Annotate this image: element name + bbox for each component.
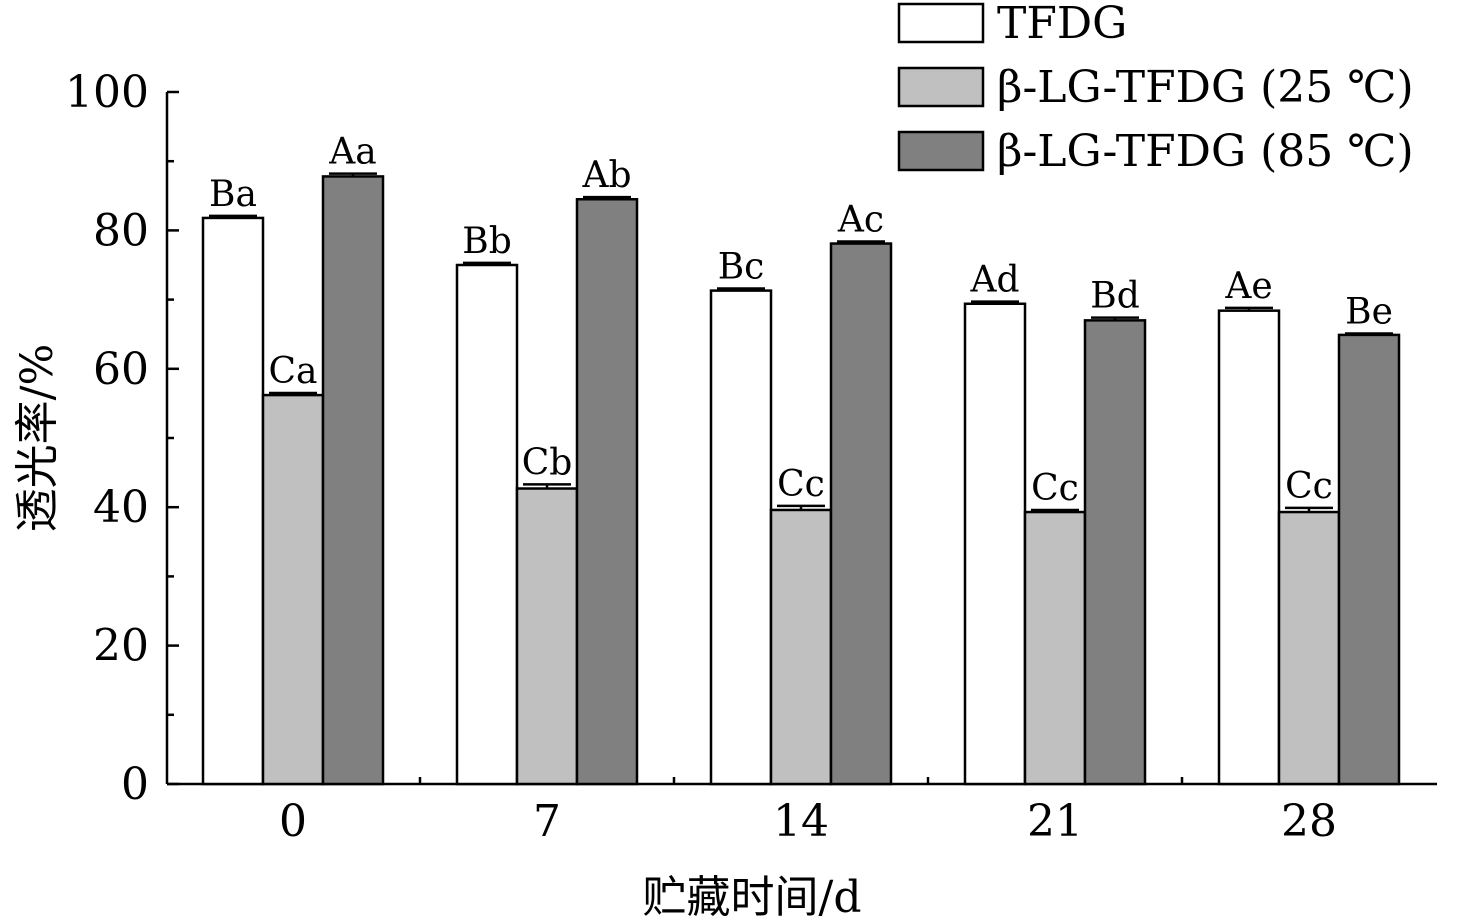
y-tick-label: 40: [93, 482, 149, 533]
bar: [1277, 510, 1341, 786]
y-tick-label: 100: [65, 67, 149, 118]
bar: [829, 242, 893, 786]
bar: [1217, 309, 1281, 786]
x-tick-label: 28: [1281, 796, 1337, 847]
data-label: Ac: [837, 199, 884, 240]
legend-swatch: [897, 130, 985, 172]
bar: [455, 263, 519, 786]
data-label: Ab: [581, 155, 631, 196]
bar: [201, 216, 265, 786]
bar: [1337, 333, 1401, 786]
data-label: Be: [1345, 292, 1393, 333]
bar: [709, 289, 773, 786]
y-tick-label: 60: [93, 344, 149, 395]
bar: [963, 302, 1027, 786]
y-tick-label: 20: [93, 621, 149, 672]
x-tick-label: 14: [773, 796, 829, 847]
data-label: Cc: [1285, 466, 1333, 507]
data-label: Bb: [462, 221, 512, 262]
x-axis-title: 贮藏时间/d: [643, 872, 862, 923]
axes: 0 20 40 60 80 100 0 7 14 21 28: [65, 67, 1437, 847]
y-tick-label: 0: [121, 759, 149, 810]
data-label: Cc: [1031, 468, 1079, 509]
legend-label: β-LG-TFDG (25 ℃): [997, 62, 1414, 113]
bar: [769, 508, 833, 786]
legend: TFDG β-LG-TFDG (25 ℃) β-LG-TFDG (85 ℃): [897, 0, 1414, 177]
bar: [1083, 319, 1147, 786]
data-label: Cb: [522, 442, 573, 483]
data-label: Ca: [268, 351, 317, 392]
data-label: Bd: [1090, 276, 1140, 317]
y-axis-title: 透光率/%: [12, 344, 63, 533]
bar: [321, 175, 385, 786]
x-tick-label: 0: [279, 796, 307, 847]
bar: [1023, 510, 1087, 786]
bar: [515, 487, 579, 786]
bars: Ba Ca Aa Bb Cb Ab Bc Cc Ac Ad Cc Bd Ae Cc Be: [201, 132, 1401, 786]
y-tick-label: 80: [93, 205, 149, 256]
x-tick-label: 7: [533, 796, 561, 847]
x-tick-label: 21: [1027, 796, 1083, 847]
legend-label: β-LG-TFDG (85 ℃): [997, 126, 1414, 177]
bar: [575, 198, 639, 786]
data-label: Cc: [777, 464, 825, 505]
data-label: Ad: [969, 260, 1019, 301]
data-label: Aa: [328, 132, 376, 173]
data-label: Ba: [209, 174, 257, 215]
legend-swatch: [897, 66, 985, 108]
legend-label: TFDG: [997, 0, 1127, 49]
bar: [261, 393, 325, 786]
legend-swatch: [897, 2, 985, 44]
data-label: Ae: [1224, 266, 1272, 307]
data-label: Bc: [718, 247, 765, 288]
